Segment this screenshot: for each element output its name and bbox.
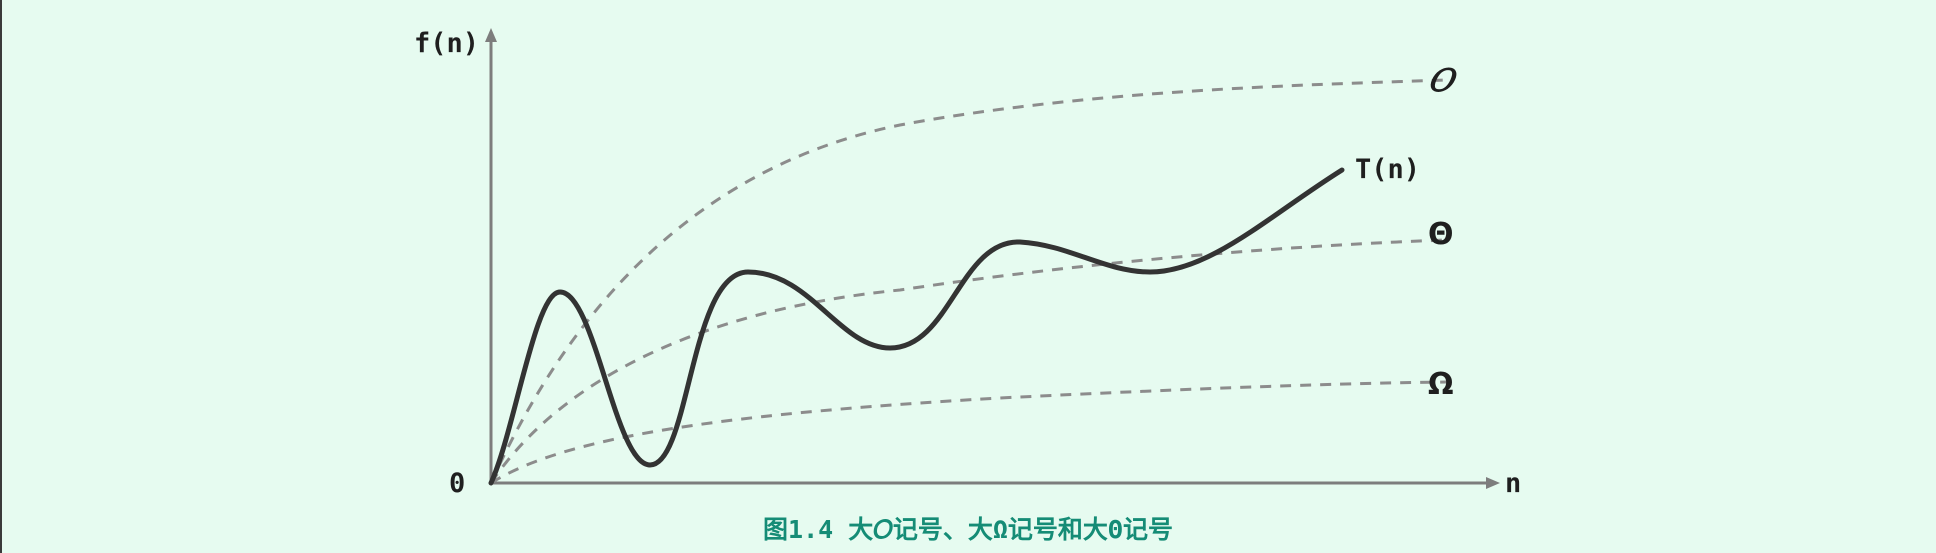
origin-label: 0 — [449, 468, 465, 499]
t-n-curve — [488, 167, 1345, 486]
figure-caption: 图1.4 大𝑂记号、大Ω记号和大Θ记号 — [763, 515, 1173, 544]
y-axis-label: f(n) — [414, 28, 479, 59]
big-omega-label: Ω — [1428, 367, 1454, 402]
big-o-curve — [489, 78, 1448, 484]
big-theta-label: Θ — [1428, 217, 1454, 252]
x-axis-arrow — [1486, 477, 1500, 489]
big-omega-curve — [490, 380, 1448, 485]
big-o-label: 𝑂 — [1428, 63, 1458, 99]
y-axis-arrow — [485, 28, 497, 42]
x-axis-label: n — [1505, 468, 1521, 499]
left-border — [0, 0, 2, 553]
t-n-label: T(n) — [1355, 154, 1420, 185]
big-theta-curve — [489, 238, 1448, 484]
